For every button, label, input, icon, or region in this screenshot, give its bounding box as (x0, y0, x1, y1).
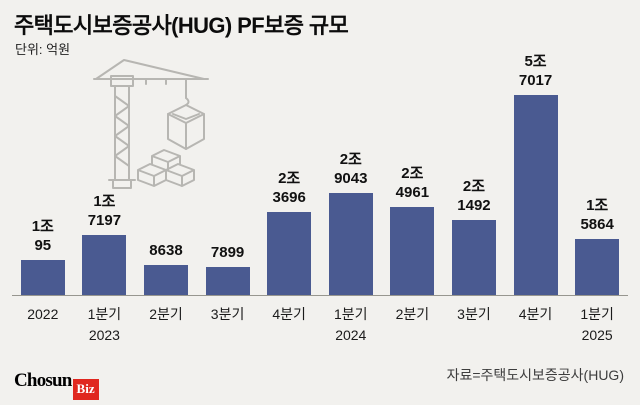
bar-value-label: 7899 (210, 243, 245, 261)
x-axis-label: 3분기 (210, 306, 245, 322)
chosunbiz-logo: Chosun Biz (14, 370, 99, 400)
bar (20, 260, 65, 295)
bar (328, 193, 373, 295)
bar-value-label: 2조 3696 (272, 170, 306, 206)
bar-column: 5조 7017 (505, 53, 567, 295)
bar-chart: 1조 95 1조 7197 8638 7899 2조 3696 2조 9043 2조 4961 2조 14… (12, 44, 628, 346)
bar-value-label: 1조 7197 (87, 193, 122, 229)
logo-text-chosun: Chosun (14, 370, 72, 391)
bar-column: 1조 5864 (566, 197, 628, 295)
bar-value-label: 1조 95 (31, 218, 54, 254)
bar-value-label: 2조 9043 (334, 151, 368, 187)
bar (575, 239, 620, 295)
bar-value-label: 2조 1492 (457, 178, 491, 214)
bar-column: 1조 7197 (74, 193, 136, 295)
x-axis-label: 2분기 (395, 306, 430, 322)
bar-value-label: 8638 (149, 241, 183, 259)
crane-illustration-icon (86, 52, 226, 207)
x-axis-label: 1분기 2023 (87, 306, 122, 343)
bar-column: 1조 95 (12, 218, 74, 295)
chart-title: 주택도시보증공사(HUG) PF보증 규모 (14, 13, 349, 38)
source-credit: 자료=주택도시보증공사(HUG) (446, 367, 624, 383)
bar-column: 7899 (197, 244, 259, 295)
x-axis-label: 2022 (27, 306, 59, 322)
x-axis-label: 4분기 (518, 306, 553, 322)
x-axis-label: 3분기 (457, 306, 491, 322)
axis-labels-row: 2022 1분기 2023 2분기 3분기 4분기 1분기 2024 2분기 3분기 4분기 1분기 2… (12, 296, 628, 346)
bar-column: 2조 1492 (443, 178, 505, 295)
bar-value-label: 2조 4961 (395, 165, 430, 201)
x-axis-label: 2분기 (149, 306, 183, 322)
x-axis-label: 1분기 2025 (580, 306, 614, 343)
bar-value-label: 5조 7017 (518, 53, 553, 89)
bar (267, 212, 312, 295)
bar-column: 2조 4961 (382, 165, 444, 295)
bar (513, 95, 558, 295)
bar (390, 207, 435, 295)
bar (143, 265, 188, 295)
bar (451, 220, 496, 295)
unit-label: 단위: 억원 (15, 42, 71, 57)
bar-column: 2조 3696 (258, 170, 320, 295)
bar (205, 267, 250, 295)
logo-text-biz: Biz (72, 379, 99, 400)
x-axis-label: 1분기 2024 (333, 306, 368, 343)
bar-value-label: 1조 5864 (580, 197, 614, 233)
x-axis-label: 4분기 (272, 306, 306, 322)
bar-column: 8638 (135, 242, 197, 295)
bar-column: 2조 9043 (320, 151, 382, 295)
bars-row: 1조 95 1조 7197 8638 7899 2조 3696 2조 9043 2조 4961 2조 14… (12, 44, 628, 296)
bar (82, 235, 127, 295)
